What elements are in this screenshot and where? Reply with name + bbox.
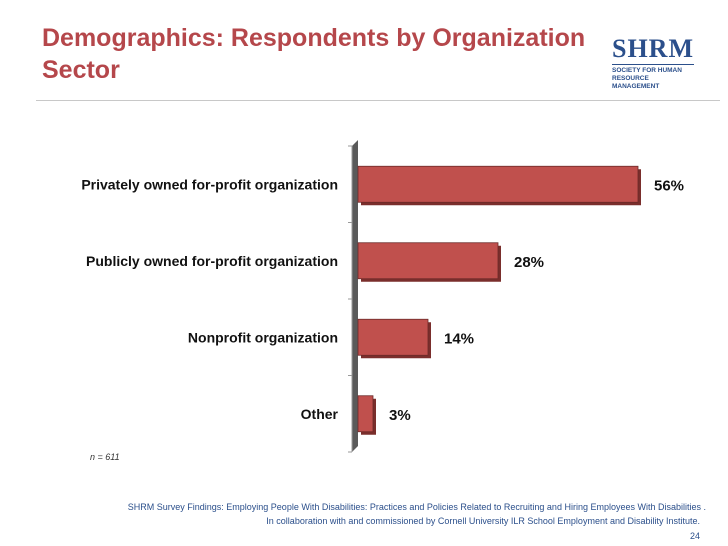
bar — [357, 395, 374, 433]
data-label: 14% — [444, 330, 474, 347]
sample-size-note: n = 611 — [90, 452, 120, 462]
footer-line-1: SHRM Survey Findings: Employing People W… — [127, 502, 706, 512]
data-label: 56% — [654, 177, 684, 194]
data-label: 28% — [514, 254, 544, 271]
category-label: Other — [301, 406, 339, 422]
category-label: Nonprofit organization — [188, 329, 338, 345]
page-number: 24 — [689, 531, 700, 541]
logo-tagline: SOCIETY FOR HUMAN RESOURCE MANAGEMENT — [612, 64, 694, 91]
shrm-logo: SHRM SOCIETY FOR HUMAN RESOURCE MANAGEME… — [612, 34, 694, 91]
category-label: Publicly owned for-profit organization — [86, 253, 338, 269]
title-divider — [36, 100, 720, 101]
axis-wall — [352, 140, 358, 452]
page-title: Demographics: Respondents by Organizatio… — [42, 24, 586, 84]
data-label: 3% — [389, 407, 411, 424]
bar — [357, 165, 639, 203]
bar — [357, 242, 499, 280]
bar — [357, 318, 429, 356]
footer-citation: SHRM Survey Findings: Employing People W… — [0, 500, 706, 528]
logo-wordmark: SHRM — [612, 34, 694, 63]
category-label: Privately owned for-profit organization — [81, 176, 338, 192]
footer-line-2: In collaboration with and commissioned b… — [266, 516, 700, 526]
